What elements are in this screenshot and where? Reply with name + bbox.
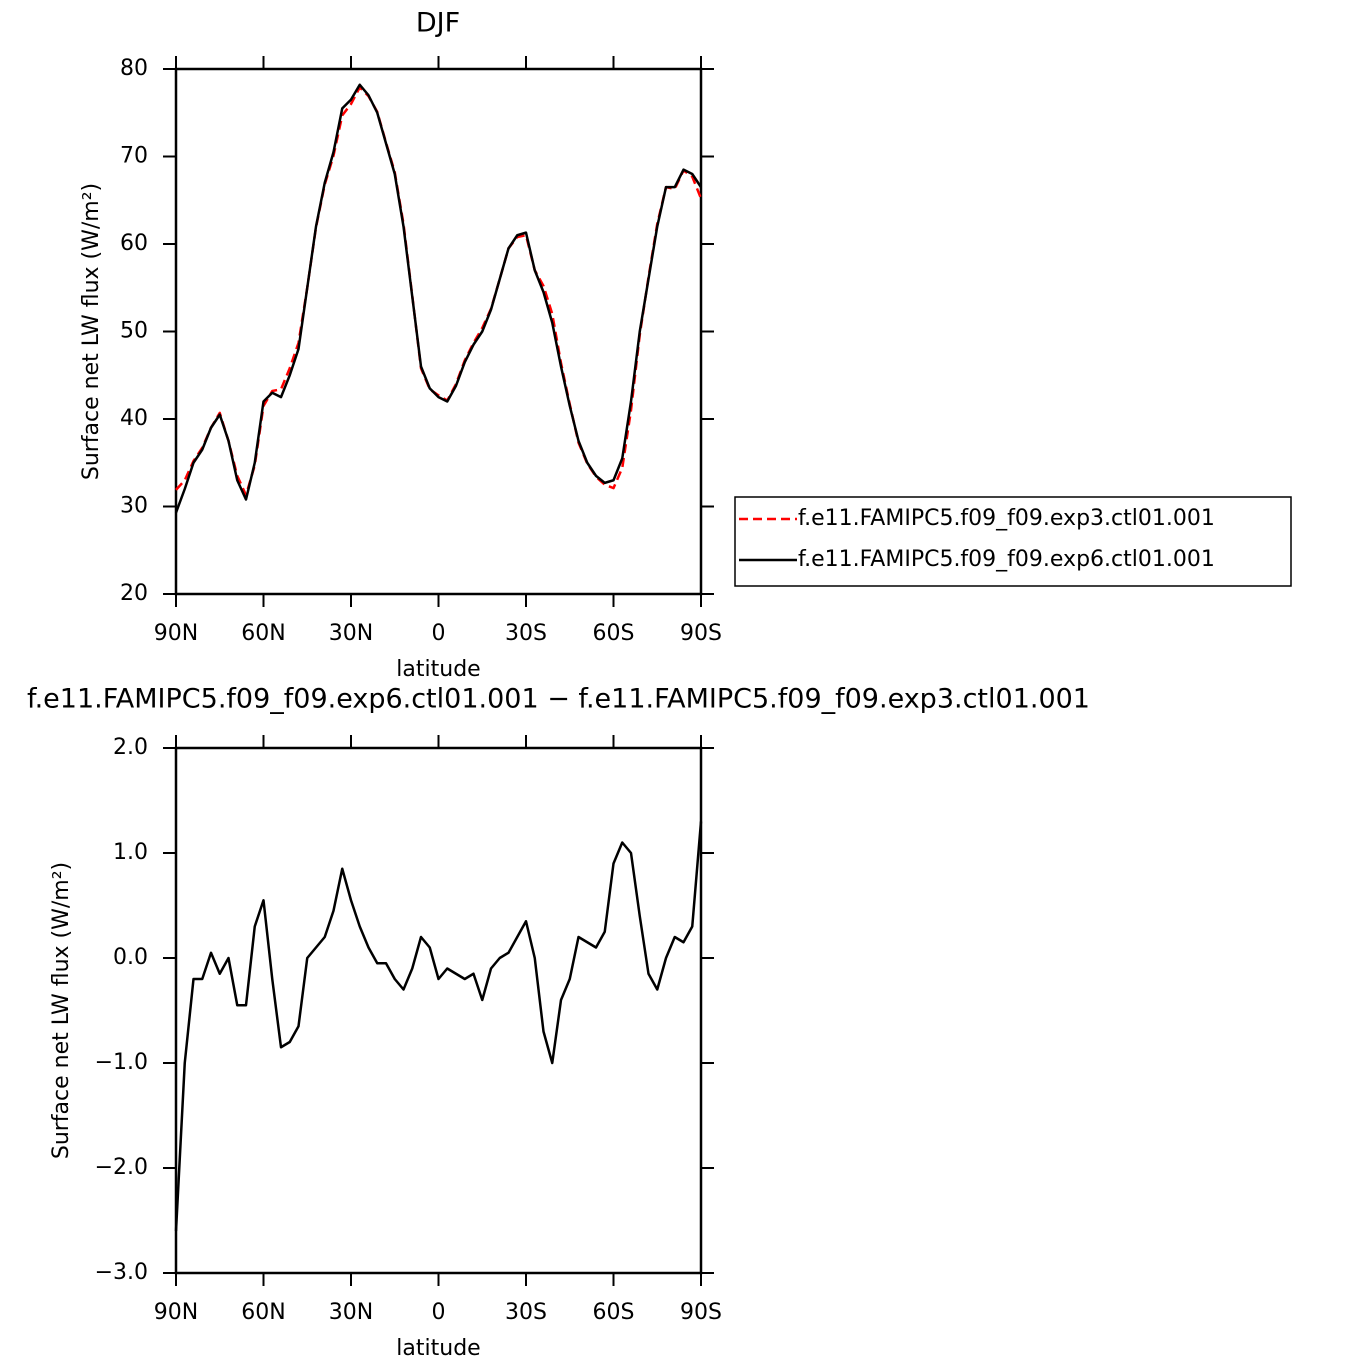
x-axis-label: latitude [396,1336,480,1361]
x-tick-label: 0 [432,621,446,646]
chart-title: f.e11.FAMIPC5.f09_f09.exp6.ctl01.001 − f… [27,684,1090,715]
legend-label: f.e11.FAMIPC5.f09_f09.exp3.ctl01.001 [798,506,1215,531]
y-axis-label: Surface net LW flux (W/m²) [79,183,104,480]
x-tick-label: 90N [154,1300,198,1325]
x-tick-label: 30N [329,1300,373,1325]
x-tick-label: 60S [593,1300,635,1325]
y-axis-label: Surface net LW flux (W/m²) [49,862,74,1159]
chart-title: DJF [416,8,460,39]
legend-box [734,496,1292,587]
plot-frame [174,746,703,1275]
data-line [174,83,703,514]
y-tick-label: 50 [120,319,148,344]
x-tick-label: 90N [154,621,198,646]
data-line [175,86,703,497]
plot-frame [174,67,703,596]
y-tick-label: 70 [120,144,148,169]
y-tick-label: 2.0 [113,735,148,760]
y-tick-label: 80 [120,56,148,81]
legend-label: f.e11.FAMIPC5.f09_f09.exp6.ctl01.001 [798,547,1215,572]
x-tick-label: 90S [680,621,722,646]
y-tick-label: 0.0 [113,945,148,970]
x-tick-label: 30S [505,1300,547,1325]
y-tick-label: 60 [120,231,148,256]
y-tick-label: −3.0 [95,1260,148,1285]
y-tick-label: −1.0 [95,1050,148,1075]
y-tick-label: −2.0 [95,1155,148,1180]
x-tick-label: 60N [241,1300,285,1325]
x-tick-label: 90S [680,1300,722,1325]
x-tick-label: 30N [329,621,373,646]
x-tick-label: 30S [505,621,547,646]
y-tick-label: 1.0 [113,840,148,865]
data-line [174,821,703,1232]
y-tick-label: 20 [120,581,148,606]
x-tick-label: 0 [432,1300,446,1325]
x-tick-label: 60S [593,621,635,646]
y-tick-label: 30 [120,494,148,519]
y-tick-label: 40 [120,406,148,431]
x-axis-label: latitude [396,657,480,682]
x-tick-label: 60N [241,621,285,646]
